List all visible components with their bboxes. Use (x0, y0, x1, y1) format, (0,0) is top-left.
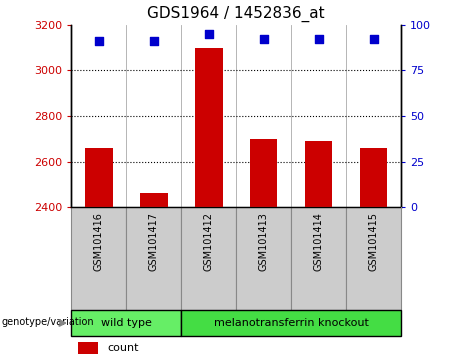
Bar (360, 148, 387, 207)
Bar (181, 310, 401, 336)
Bar (71, 310, 181, 336)
Bar (85, 148, 112, 207)
Text: melanotransferrin knockout: melanotransferrin knockout (214, 318, 369, 328)
Bar (236, 207, 291, 310)
Text: GSM101413: GSM101413 (259, 212, 269, 271)
Point (315, 36, 322, 42)
Text: wild type: wild type (101, 318, 152, 328)
Text: GSM101416: GSM101416 (94, 212, 104, 271)
Point (95, 38, 103, 44)
Point (370, 36, 377, 42)
Bar (78, 342, 98, 354)
Text: GSM101412: GSM101412 (204, 212, 214, 271)
Text: count: count (108, 343, 139, 353)
Title: GDS1964 / 1452836_at: GDS1964 / 1452836_at (148, 6, 325, 22)
Bar (195, 47, 223, 207)
Bar (291, 207, 346, 310)
Text: GSM101417: GSM101417 (149, 212, 159, 271)
Text: GSM101415: GSM101415 (369, 212, 378, 271)
Point (150, 38, 158, 44)
Point (205, 31, 213, 37)
Text: genotype/variation: genotype/variation (1, 317, 94, 327)
Bar (71, 207, 126, 310)
Text: GSM101414: GSM101414 (313, 212, 324, 271)
Bar (126, 207, 181, 310)
Bar (346, 207, 401, 310)
Bar (140, 193, 168, 207)
Bar (181, 207, 236, 310)
Bar (250, 139, 278, 207)
Point (260, 36, 267, 42)
Bar (305, 141, 332, 207)
